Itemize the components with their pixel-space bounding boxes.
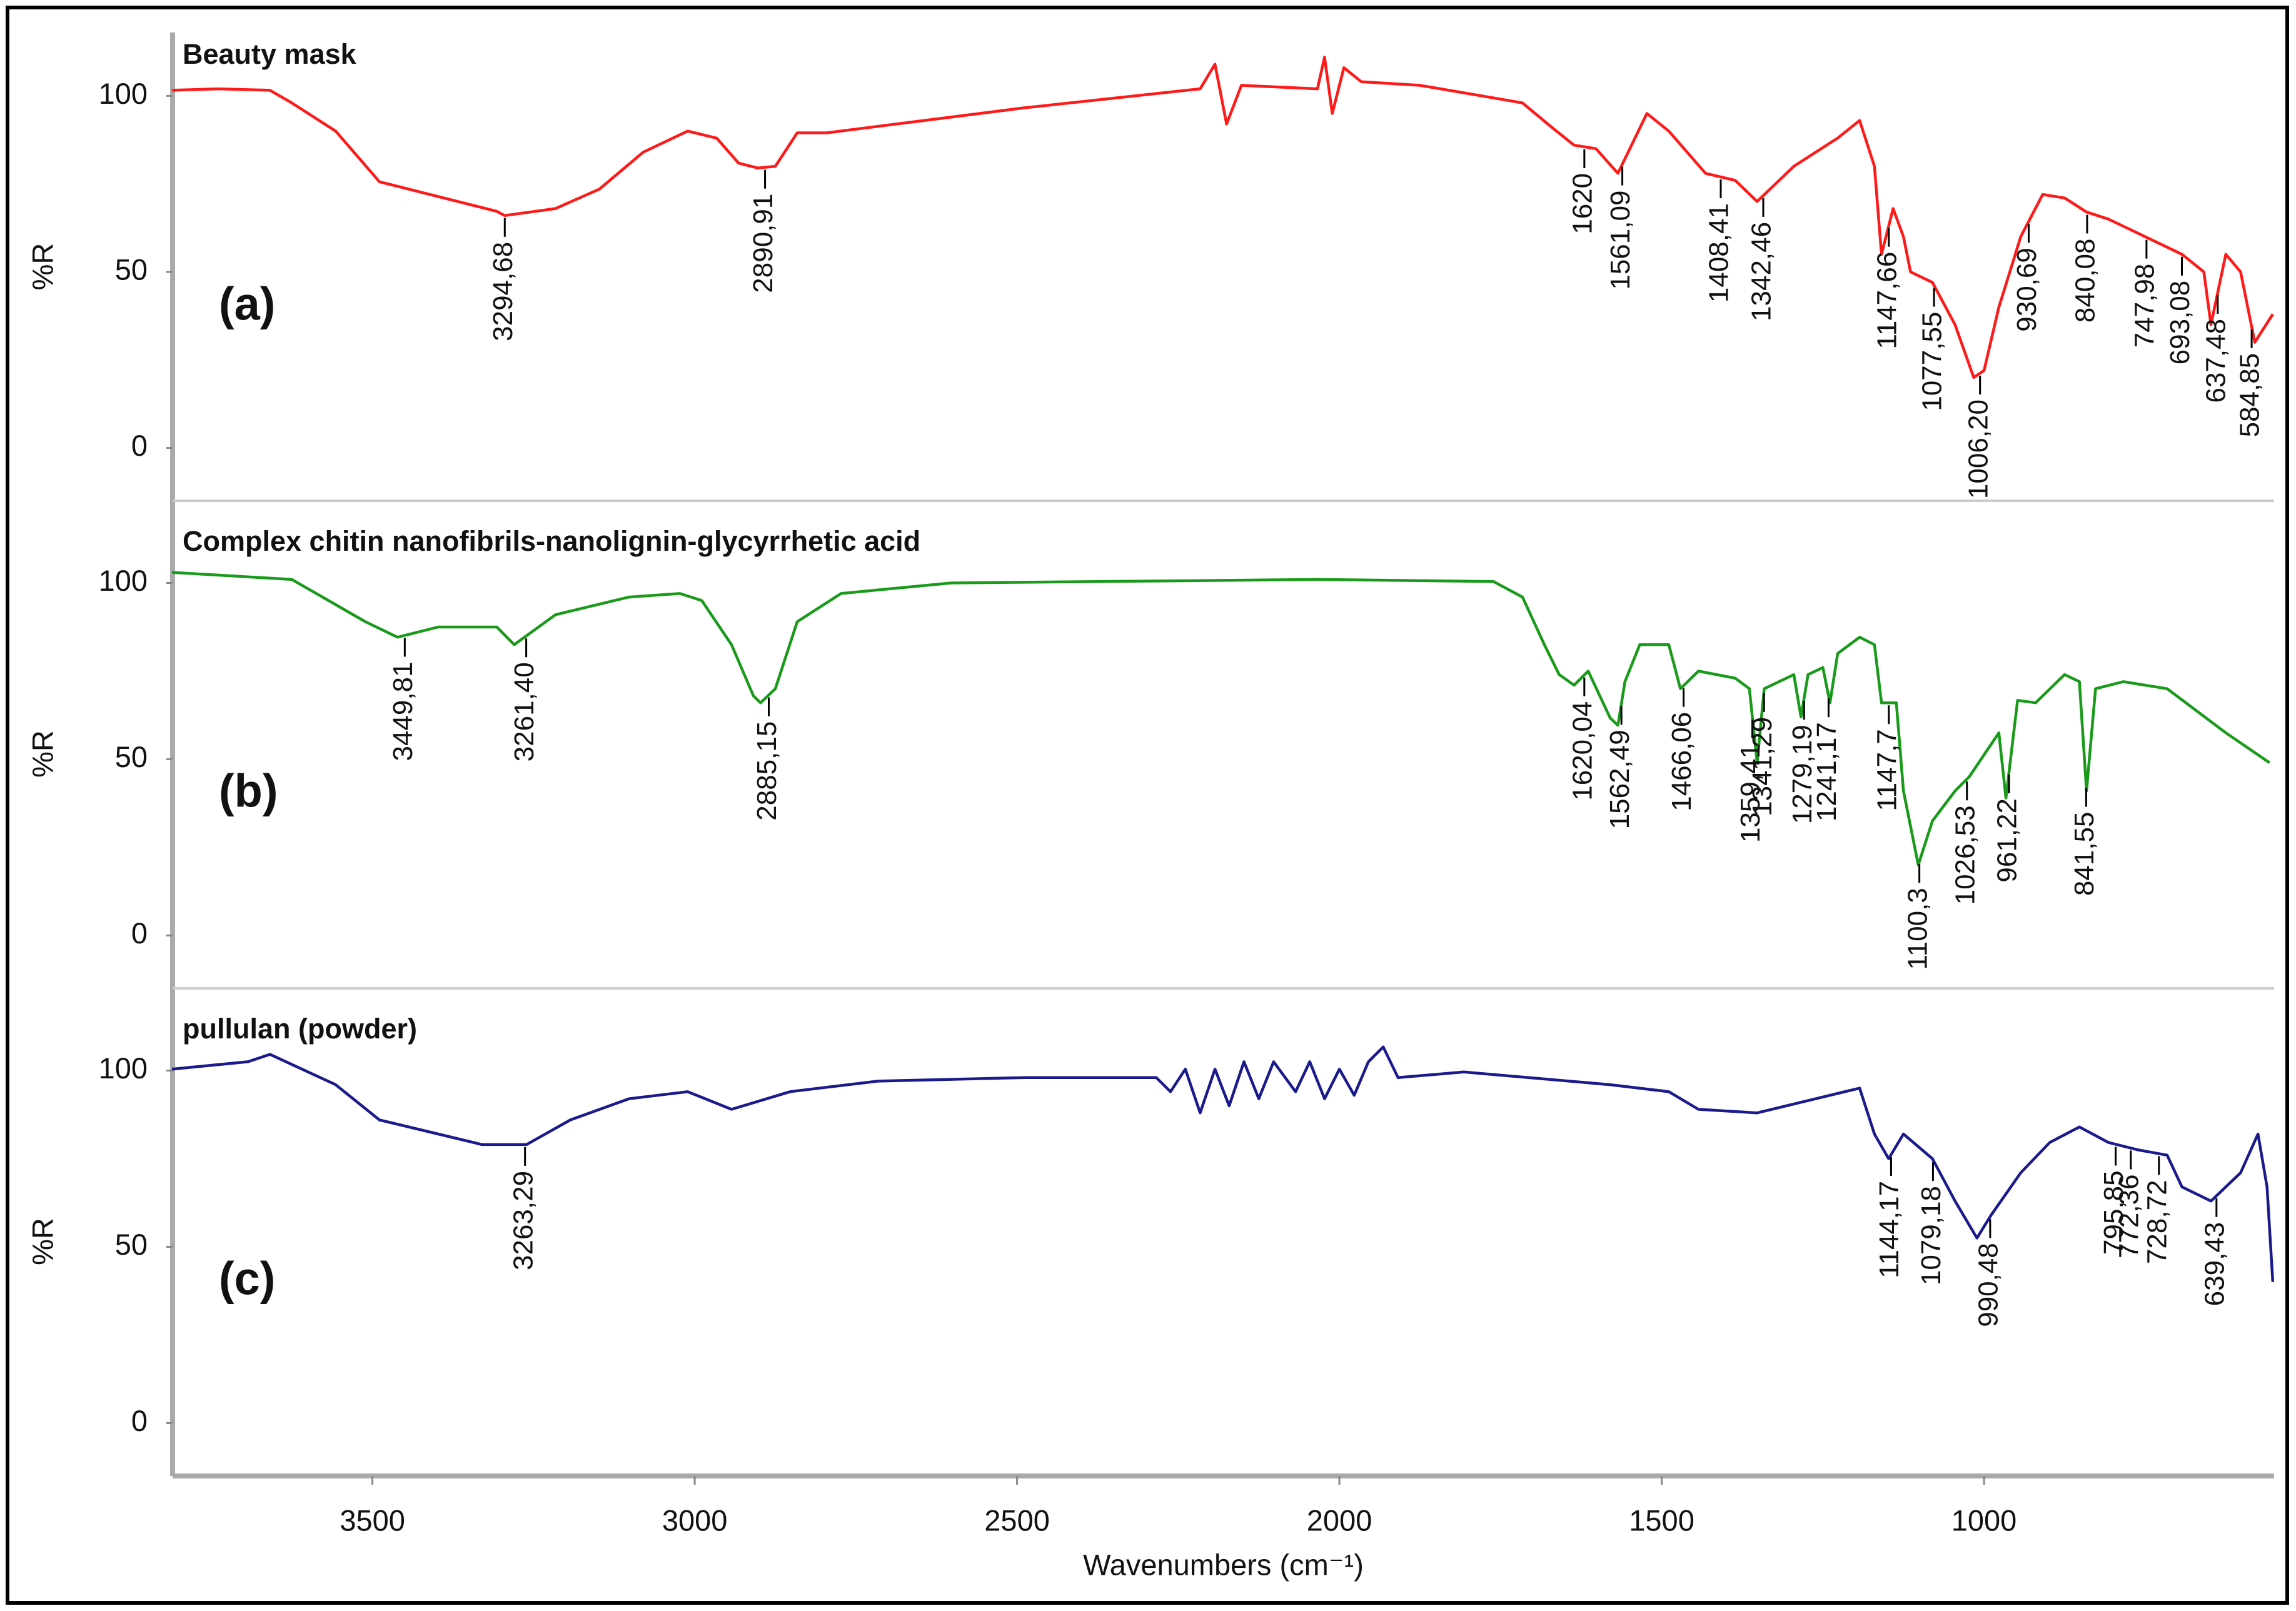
- peak-label: 747,98: [2130, 264, 2160, 348]
- y-axis-label: %R: [26, 730, 59, 778]
- y-tick-label: 50: [115, 253, 148, 286]
- peak-label: 1561,09: [1605, 191, 1636, 290]
- peak-label: 2890,91: [748, 194, 778, 293]
- peak-label: 1620: [1567, 173, 1598, 234]
- peak-label: 1077,55: [1917, 312, 1948, 411]
- y-tick-label: 100: [99, 1051, 148, 1085]
- y-tick-label: 50: [115, 740, 148, 773]
- peak-label: 3449,81: [388, 661, 418, 761]
- peak-label: 961,22: [1992, 798, 2023, 883]
- peak-label: 1620,04: [1567, 701, 1598, 801]
- peak-label: 840,08: [2070, 239, 2101, 323]
- peak-label: 1408,41: [1704, 203, 1735, 303]
- x-tick-label: 2500: [984, 1503, 1050, 1537]
- spectrum-line: [171, 571, 2271, 866]
- panel-label: (b): [219, 765, 278, 817]
- y-axis-label: %R: [26, 1218, 59, 1265]
- y-tick-label: 100: [99, 564, 148, 597]
- peak-label: 1006,20: [1963, 399, 1993, 499]
- peak-label: 990,48: [1973, 1243, 2003, 1327]
- frame: [6, 6, 2289, 1605]
- peak-label: 1241,17: [1811, 722, 1842, 821]
- peak-label: 1147,66: [1871, 252, 1902, 349]
- peak-label: 1342,46: [1746, 222, 1777, 321]
- peak-label: 637,48: [2200, 319, 2231, 403]
- peak-label: 1079,18: [1916, 1186, 1946, 1285]
- y-tick-label: 0: [131, 1404, 148, 1437]
- peak-label: 1026,53: [1950, 805, 1980, 905]
- y-tick-label: 100: [99, 77, 148, 110]
- peak-label: 841,55: [2069, 811, 2100, 896]
- peak-label: 1279,19: [1787, 725, 1818, 824]
- panel-title: Complex chitin nanofibrils-nanolignin-gl…: [183, 525, 920, 557]
- x-tick-label: 1500: [1629, 1503, 1694, 1537]
- y-tick-label: 0: [131, 429, 148, 462]
- peak-label: 1100,3: [1902, 888, 1933, 970]
- peak-label: 772,36: [2113, 1174, 2144, 1258]
- spectrum-line: [171, 56, 2274, 379]
- x-tick-label: 2000: [1307, 1503, 1372, 1537]
- panel-title: Beauty mask: [183, 38, 357, 70]
- spectrum-line: [171, 1045, 2275, 1282]
- peak-label: 795,85: [2098, 1170, 2129, 1255]
- peak-label: 3294,68: [488, 242, 518, 341]
- panel-title: pullulan (powder): [183, 1013, 417, 1045]
- peak-label: 930,69: [2012, 248, 2042, 332]
- peak-label: 3261,40: [509, 662, 540, 761]
- y-tick-label: 0: [131, 916, 148, 950]
- peak-label: 1466,06: [1666, 712, 1697, 811]
- peak-label: 1359,41: [1735, 743, 1766, 843]
- peak-label: 1341,29: [1747, 717, 1778, 816]
- peak-label: 693,08: [2165, 281, 2195, 365]
- x-tick-label: 3000: [662, 1503, 728, 1537]
- y-axis-label: %R: [26, 243, 59, 291]
- panel-label: (a): [219, 278, 275, 330]
- peak-label: 1144,17: [1874, 1181, 1905, 1278]
- panel-label: (c): [219, 1253, 275, 1305]
- peak-label: 2885,15: [752, 721, 782, 821]
- y-tick-label: 50: [115, 1228, 148, 1261]
- peak-label: 1562,49: [1604, 730, 1635, 829]
- x-tick-label: 1000: [1951, 1503, 2017, 1537]
- peak-label: 3263,29: [508, 1171, 538, 1270]
- peak-label: 584,85: [2235, 353, 2265, 438]
- peak-label: 728,72: [2142, 1180, 2172, 1264]
- x-axis-label: Wavenumbers (cm⁻¹): [1083, 1548, 1364, 1581]
- peak-label: 1147,7: [1871, 729, 1902, 811]
- peak-label: 639,43: [2199, 1222, 2230, 1307]
- x-tick-label: 3500: [340, 1503, 405, 1537]
